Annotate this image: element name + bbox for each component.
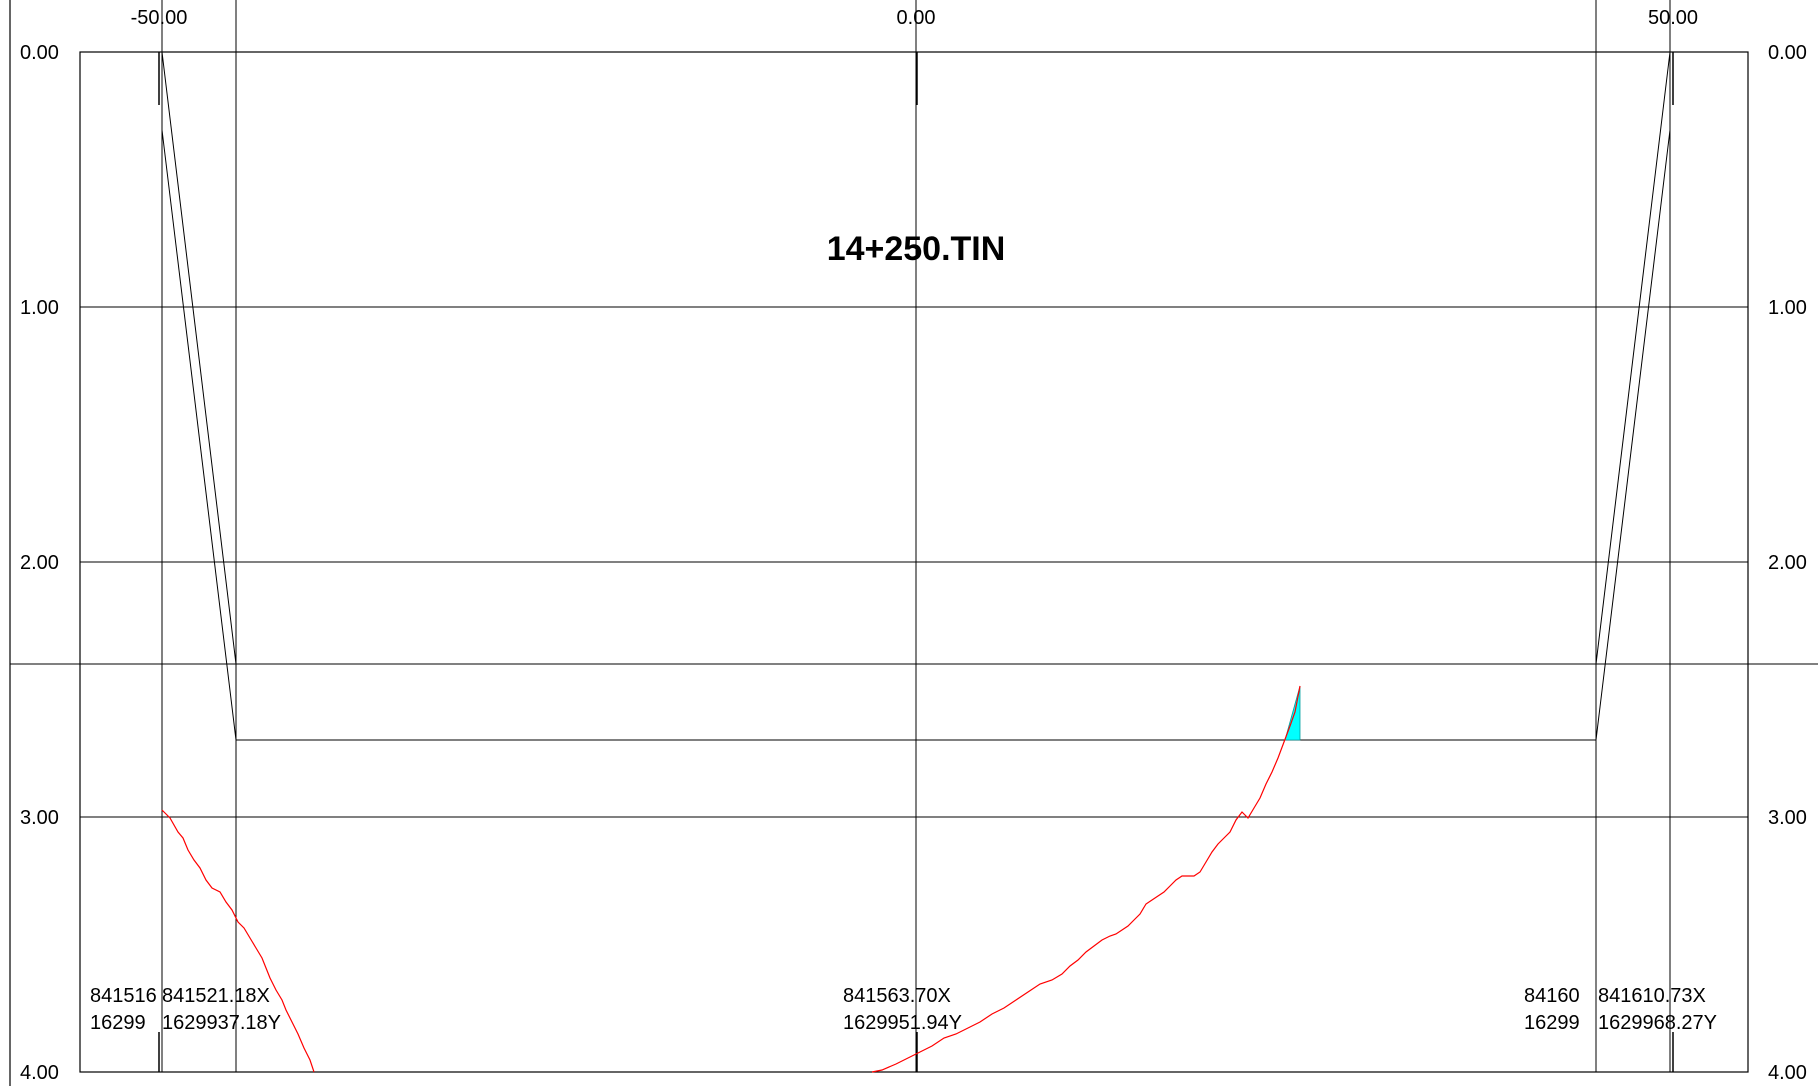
depth-label-right-2: 2.00 xyxy=(1768,552,1807,574)
depth-label-right-4: 4.00 xyxy=(1768,1062,1807,1084)
offset-ticks xyxy=(158,52,1674,1072)
offset-tick-label-neg50: -50.00 xyxy=(131,7,188,29)
ground-line-right xyxy=(871,685,1301,1073)
depth-label-right-3: 3.00 xyxy=(1768,807,1807,829)
coord-right-inner-x: 84160 xyxy=(1524,985,1580,1007)
coord-left-inner-y: 1629937.18Y xyxy=(162,1012,281,1034)
depth-grid xyxy=(80,306,1748,818)
coord-right-inner-y: 16299 xyxy=(1524,1012,1580,1034)
coord-center-x: 841563.70X xyxy=(843,985,951,1007)
coord-left-outer-y: 16299 xyxy=(90,1012,146,1034)
depth-label-left-2: 2.00 xyxy=(20,552,59,574)
fill-area xyxy=(1284,685,1301,741)
coord-right-outer-y: 1629968.27Y xyxy=(1598,1012,1717,1034)
coord-left-outer-x: 841516 xyxy=(90,985,157,1007)
vertical-lines xyxy=(161,0,1671,1072)
outer-slope-profile xyxy=(161,51,1671,665)
depth-label-right-1: 1.00 xyxy=(1768,297,1807,319)
section-title: 14+250.TIN xyxy=(827,230,1006,268)
depth-label-left-4: 4.00 xyxy=(20,1062,59,1084)
offset-tick-label-50: 50.00 xyxy=(1648,7,1698,29)
coord-right-outer-x: 841610.73X xyxy=(1598,985,1706,1007)
depth-label-left-3: 3.00 xyxy=(20,807,59,829)
inner-slope-profile xyxy=(161,129,1671,741)
ground-lines xyxy=(161,685,1301,1073)
coord-left-inner-x: 841521.18X xyxy=(162,985,270,1007)
ground-line-left xyxy=(161,809,315,1073)
coord-center-y: 1629951.94Y xyxy=(843,1012,962,1034)
depth-label-left-1: 1.00 xyxy=(20,297,59,319)
depth-label-right-0: 0.00 xyxy=(1768,42,1807,64)
offset-tick-label-0: 0.00 xyxy=(897,7,936,29)
depth-label-left-0: 0.00 xyxy=(20,42,59,64)
section-template xyxy=(10,51,1818,741)
